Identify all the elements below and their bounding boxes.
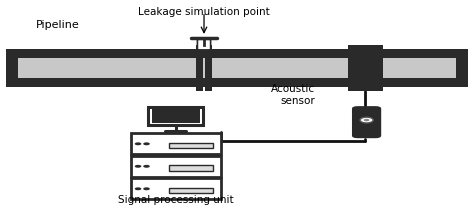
Text: Leakage simulation point: Leakage simulation point xyxy=(138,7,270,17)
Bar xyxy=(456,49,468,87)
Circle shape xyxy=(143,165,150,168)
Circle shape xyxy=(143,187,150,190)
Circle shape xyxy=(364,119,369,121)
Circle shape xyxy=(135,165,141,168)
Bar xyxy=(152,108,200,123)
Text: Pipeline: Pipeline xyxy=(36,20,80,30)
Bar xyxy=(169,188,213,193)
Text: Signal processing unit: Signal processing unit xyxy=(118,195,234,205)
FancyBboxPatch shape xyxy=(352,106,381,138)
Bar xyxy=(169,165,213,171)
Bar xyxy=(169,143,213,148)
Bar xyxy=(6,49,18,87)
FancyBboxPatch shape xyxy=(131,156,220,177)
FancyBboxPatch shape xyxy=(131,178,220,199)
Bar xyxy=(205,45,212,91)
FancyBboxPatch shape xyxy=(131,133,220,154)
Circle shape xyxy=(143,142,150,145)
Bar xyxy=(348,45,383,91)
Circle shape xyxy=(135,142,141,145)
Text: Acoustic
sensor: Acoustic sensor xyxy=(271,84,315,106)
Circle shape xyxy=(135,187,141,190)
Bar xyxy=(196,45,203,91)
Bar xyxy=(148,107,203,126)
Bar xyxy=(6,49,468,87)
Bar xyxy=(6,58,468,78)
Circle shape xyxy=(360,117,373,123)
FancyBboxPatch shape xyxy=(197,39,210,50)
